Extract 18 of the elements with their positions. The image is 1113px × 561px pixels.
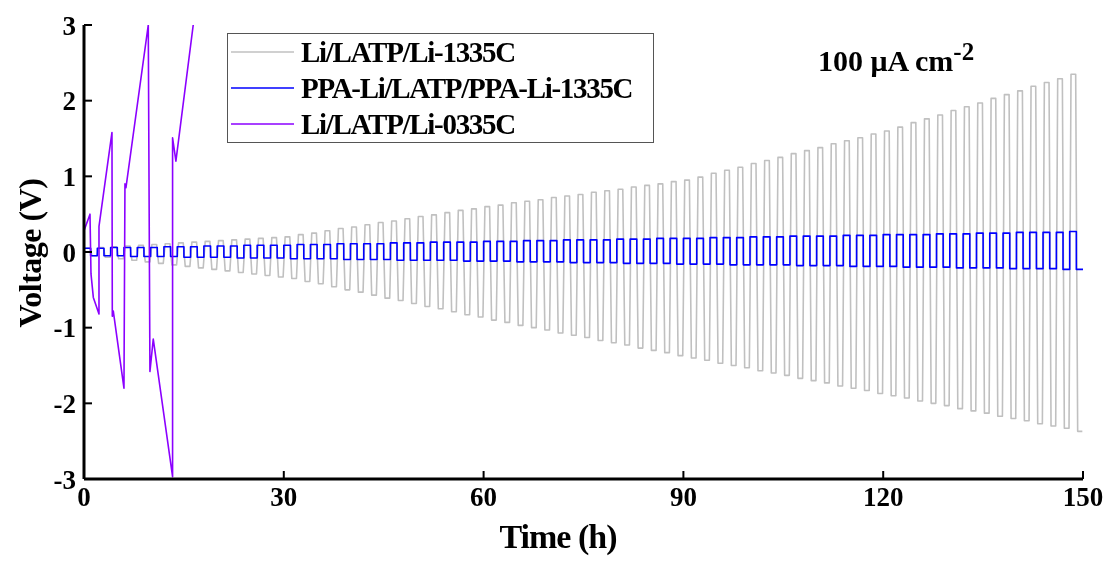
y-tick-label: 3 [62, 10, 76, 41]
y-axis-title: Voltage (V) [11, 178, 49, 328]
y-tick-label: -3 [53, 464, 76, 495]
y-tick-label: -2 [53, 388, 76, 419]
legend-label: PPA-Li/LATP/PPA-Li-1335C [301, 71, 633, 105]
y-tick-label: 2 [62, 86, 76, 117]
x-axis-title: Time (h) [498, 518, 618, 556]
y-tick-label: 1 [62, 161, 76, 192]
x-tick-label: 30 [270, 482, 298, 513]
legend-label: Li/LATP/Li-1335C [301, 35, 515, 69]
x-tick-label: 150 [1062, 482, 1104, 513]
annotation: 100 μA cm$^{-2}$ [818, 38, 975, 78]
legend-label: Li/LATP/Li-0335C [301, 107, 515, 141]
y-tick-label: -1 [53, 313, 76, 344]
x-tick-label: 90 [669, 482, 697, 513]
y-tick-label: 0 [62, 237, 76, 268]
x-tick-label: 120 [862, 482, 904, 513]
x-tick-label: 60 [470, 482, 498, 513]
